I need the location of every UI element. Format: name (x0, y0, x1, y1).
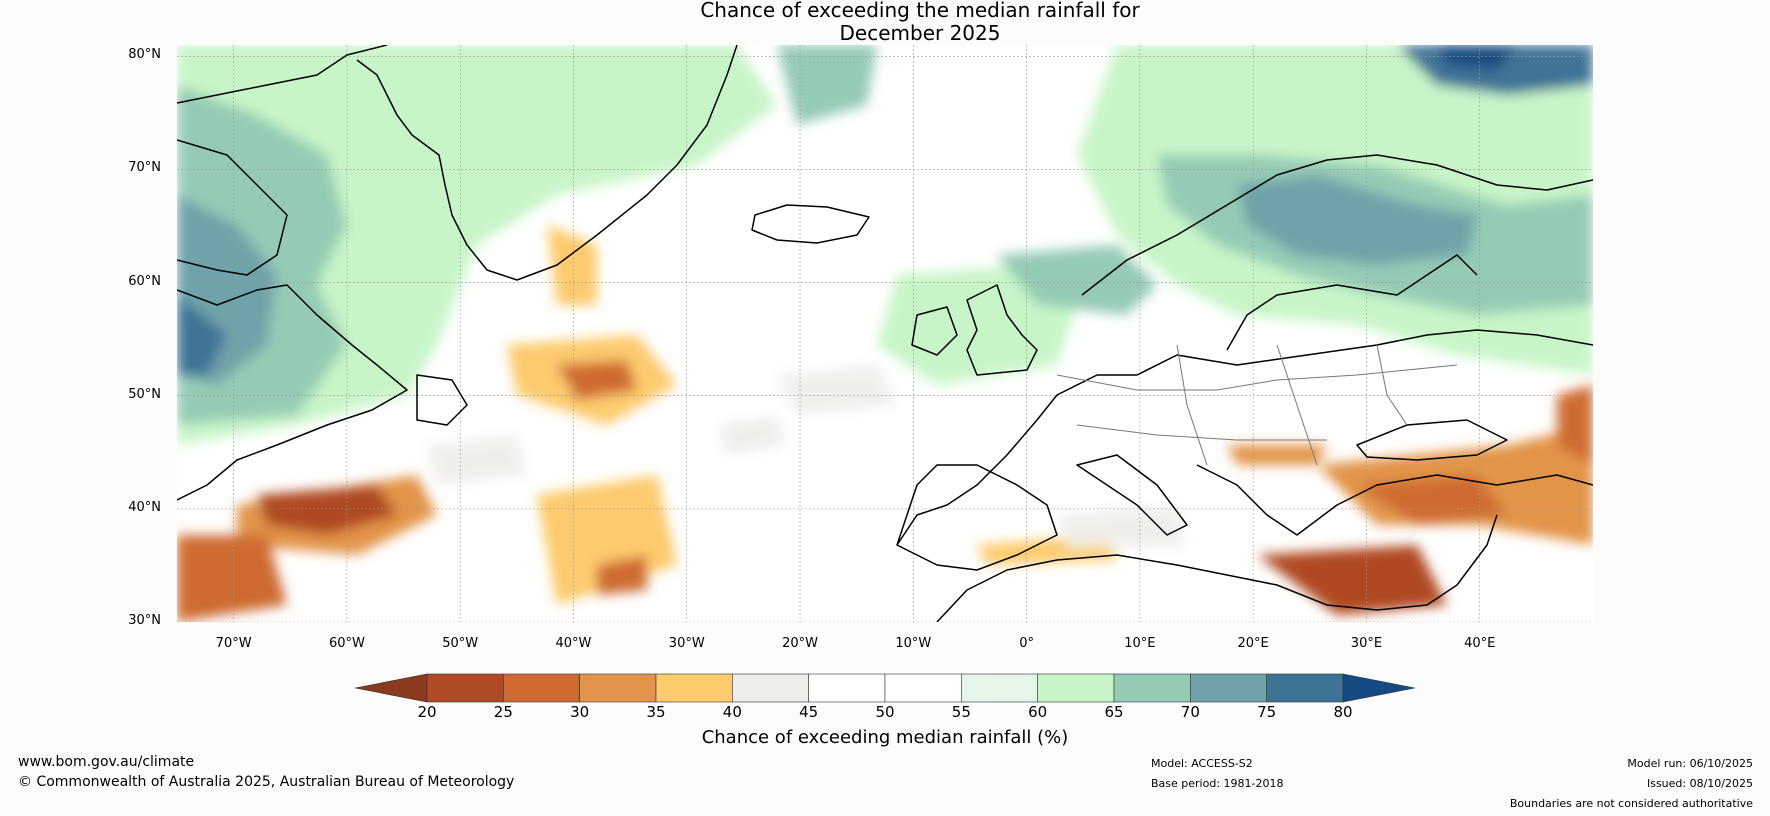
issued-text: Issued: 08/10/2025 (1646, 777, 1753, 790)
region-greenland-sea (777, 45, 877, 125)
coastline-italy (1076, 454, 1188, 536)
lon-tick-label: 30°E (1350, 636, 1383, 651)
colorbar-extend-high (1342, 673, 1416, 703)
colorbar-tick-label: 35 (646, 703, 666, 721)
colorbar-bin (579, 673, 657, 703)
lon-tick-label: 40°E (1464, 636, 1496, 651)
colorbar-tick-label: 50 (875, 703, 895, 721)
disclaimer-text: Boundaries are not considered authoritat… (1509, 797, 1753, 810)
colorbar-bin (808, 673, 886, 703)
coastline-baffin (177, 139, 288, 276)
colorbar-bin (655, 673, 733, 703)
lon-tick-label: 50°W (442, 636, 479, 651)
base-period-text: Base period: 1981-2018 (1151, 777, 1284, 790)
neutral-regions (427, 365, 1187, 550)
colorbar-bin (732, 673, 809, 703)
country-borders (1056, 344, 1458, 466)
colorbar-bin (1190, 673, 1267, 703)
chart-title-line2: December 2025 (839, 21, 1001, 45)
colorbar-tick-label: 25 (493, 703, 513, 721)
region-neutral-3 (1057, 505, 1187, 550)
coastline-britain (966, 284, 1038, 376)
region-central-atlantic-core (597, 555, 647, 595)
region-northsea-wet (997, 245, 1157, 315)
colorbar-bin (1266, 673, 1344, 703)
colorbar-tick-label: 40 (722, 703, 742, 721)
region-britain-wet (877, 265, 1077, 385)
region-barents-deepest (1437, 45, 1517, 70)
colorbar-bin (961, 673, 1038, 703)
region-midatlantic-core (557, 360, 637, 400)
region-turkey-east-dry (1557, 385, 1593, 465)
model-run-text: Model run: 06/10/2025 (1627, 757, 1753, 770)
region-egypt-dry (1257, 545, 1447, 615)
colorbar-bin (1113, 673, 1191, 703)
lon-tick-label: 70°W (215, 636, 252, 651)
lat-tick-label: 80°N (128, 47, 161, 63)
region-neutral-2 (427, 435, 527, 485)
lat-tick-label: 60°N (128, 273, 161, 289)
lon-tick-label: 0° (1019, 636, 1034, 651)
lat-tick-label: 50°N (128, 386, 161, 402)
region-eastmed-core (1357, 475, 1507, 525)
region-neutral-1 (777, 365, 897, 415)
lon-tick-label: 40°W (555, 636, 592, 651)
colorbar-tick-label: 80 (1333, 703, 1353, 721)
colorbar-bin (884, 673, 962, 703)
wet-regions (177, 45, 1593, 445)
coastline-newfoundland (416, 374, 468, 426)
coastline-europe-atlantic (896, 329, 1593, 546)
colorbar-extend-low (354, 673, 428, 703)
lon-tick-label: 10°E (1124, 636, 1156, 651)
lon-tick-label: 60°W (328, 636, 365, 651)
coastline-greenland (177, 45, 738, 281)
coastline-iberia (896, 464, 1058, 571)
chart-title-line1: Chance of exceeding the median rainfall … (700, 0, 1140, 22)
coastline-labrador (177, 284, 408, 501)
colorbar-tick-label: 20 (417, 703, 437, 721)
colorbar-tick-label: 60 (1028, 703, 1048, 721)
lon-tick-label: 20°E (1237, 636, 1269, 651)
region-balkans-dry (1227, 445, 1327, 465)
graticule (177, 45, 1593, 622)
lat-tick-label: 30°N (128, 613, 161, 628)
coastline-scandinavia (1081, 154, 1593, 351)
lat-tick-label: 70°N (128, 160, 161, 176)
colorbar-tick-label: 55 (951, 703, 971, 721)
dry-regions (177, 225, 1593, 622)
copyright-text: © Commonwealth of Australia 2025, Austra… (18, 774, 515, 790)
coastline-north-africa (936, 514, 1498, 622)
colorbar-tick-label: 65 (1104, 703, 1124, 721)
model-text: Model: ACCESS-S2 (1151, 757, 1253, 770)
website-text: www.bom.gov.au/climate (18, 754, 195, 770)
region-labrador-deep (177, 295, 227, 375)
lon-tick-label: 10°W (895, 636, 932, 651)
colorbar-bin (503, 673, 580, 703)
colorbar-title: Chance of exceeding median rainfall (%) (701, 727, 1069, 748)
lon-tick-label: 20°W (782, 636, 818, 651)
region-southwest-dry (177, 535, 287, 622)
rainfall-probability-map (177, 45, 1593, 622)
lon-tick-label: 30°W (668, 636, 705, 651)
colorbar-tick-label: 75 (1257, 703, 1277, 721)
coastlines (177, 45, 1593, 622)
coastline-balkans-turkey (1196, 464, 1593, 536)
coastline-ireland (911, 306, 958, 356)
region-neutral-4 (717, 415, 787, 455)
colorbar-bin (426, 673, 504, 703)
coastline-iceland (751, 204, 870, 244)
region-subtropical-core (257, 485, 397, 535)
colorbar-tick-label: 45 (799, 703, 819, 721)
colorbar-bin (1037, 673, 1115, 703)
lat-tick-label: 40°N (128, 499, 161, 515)
coastline-black-sea (1356, 419, 1508, 461)
colorbar-tick-label: 70 (1180, 703, 1200, 721)
region-finland-deep (1237, 175, 1477, 265)
colorbar-tick-label: 30 (570, 703, 590, 721)
